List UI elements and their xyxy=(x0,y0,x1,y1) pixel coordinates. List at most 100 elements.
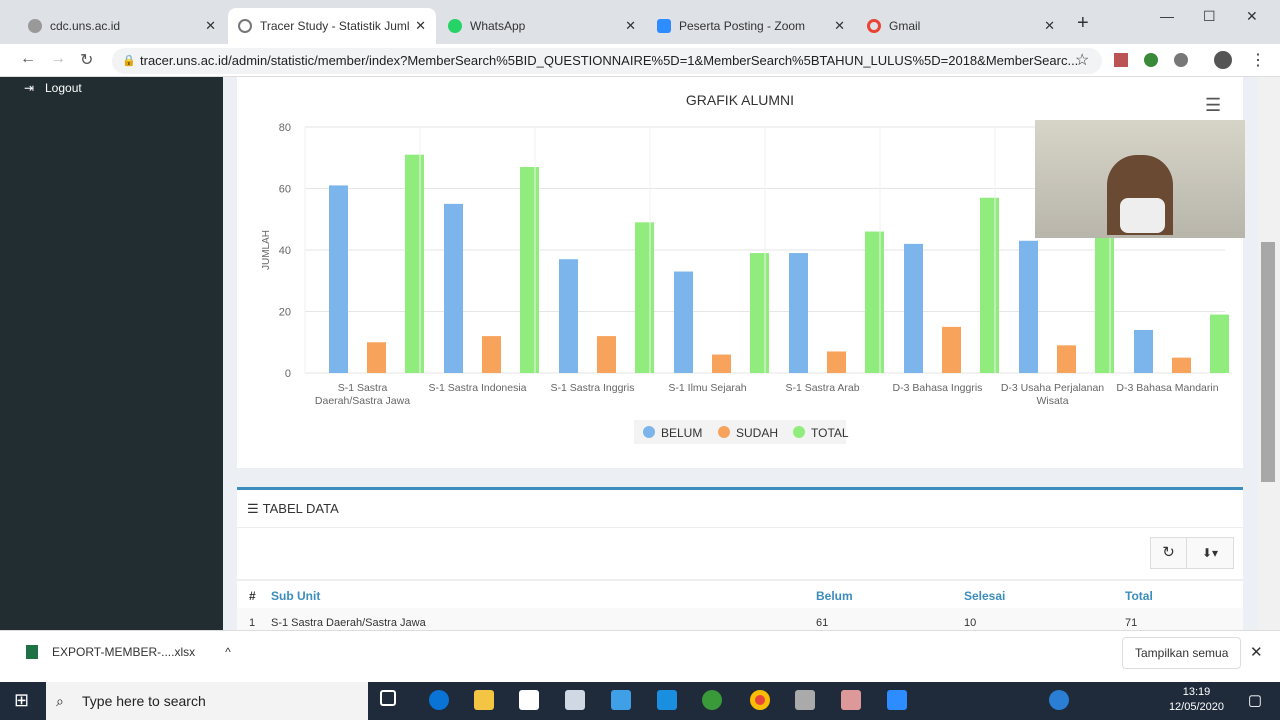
tab-whatsapp[interactable]: WhatsApp ✕ xyxy=(438,8,646,44)
task-view-icon[interactable] xyxy=(380,690,396,706)
date: 12/05/2020 xyxy=(1168,701,1224,713)
chart-panel: GRAFIK ALUMNI ☰ 0 20 40 60 80 JUMLAH S-1 Sastr… xyxy=(237,77,1245,468)
y-tick-label: 60 xyxy=(279,184,291,196)
download-item[interactable]: EXPORT-MEMBER-....xlsx ^ xyxy=(26,645,231,659)
x-tick-label: S-1 Sastra Indonesia xyxy=(428,382,526,394)
taskbar-search-input[interactable]: ⌕ Type here to search xyxy=(46,682,368,720)
cell: S-1 Sastra Daerah/Sastra Jawa xyxy=(271,617,426,629)
tab-zoom[interactable]: Peserta Posting - Zoom ✕ xyxy=(647,8,855,44)
close-icon[interactable]: ✕ xyxy=(1044,18,1055,33)
extension-icon[interactable] xyxy=(1144,53,1158,67)
extension-icon[interactable] xyxy=(1174,53,1188,67)
zoom-app-icon[interactable] xyxy=(887,690,907,710)
profile-icon[interactable] xyxy=(1214,51,1232,69)
x-tick-label: S-1 Sastra Daerah/Sastra Jawa xyxy=(315,382,410,407)
column-header[interactable]: Selesai xyxy=(964,589,1006,603)
cell: 1 xyxy=(249,617,256,629)
column-header[interactable]: Sub Unit xyxy=(271,589,321,603)
reload-button[interactable]: ↻ xyxy=(80,52,94,69)
close-icon[interactable]: ✕ xyxy=(1250,644,1263,661)
download-filename: EXPORT-MEMBER-....xlsx xyxy=(52,645,196,659)
hamburger-menu-icon[interactable]: ☰ xyxy=(1205,95,1222,115)
sidebar: ⇥ Logout xyxy=(0,77,223,630)
sidebar-item-logout[interactable]: ⇥ Logout xyxy=(0,79,223,99)
url-text: tracer.uns.ac.id/admin/statistic/member/… xyxy=(140,53,1079,68)
close-icon[interactable]: ✕ xyxy=(625,18,636,33)
tab-tracer[interactable]: Tracer Study - Statistik Jumlah ✕ xyxy=(228,8,436,44)
maximize-button[interactable]: ☐ xyxy=(1203,8,1216,24)
tab-label: Gmail xyxy=(889,19,921,33)
bar-sudah xyxy=(367,342,386,373)
tab-gmail[interactable]: Gmail ✕ xyxy=(857,8,1065,44)
chrome-icon[interactable] xyxy=(750,690,770,710)
chevron-up-icon[interactable]: ^ xyxy=(225,645,231,659)
close-icon[interactable]: ✕ xyxy=(834,18,845,33)
tab-label: Peserta Posting - Zoom xyxy=(679,19,806,33)
bar-sudah xyxy=(942,326,961,373)
bar-belum xyxy=(444,203,463,373)
x-tick-label: D-3 Usaha Perjalanan Wisata xyxy=(1001,382,1104,407)
close-window-button[interactable]: ✕ xyxy=(1246,8,1258,24)
search-placeholder: Type here to search xyxy=(82,693,206,709)
logout-label: Logout xyxy=(45,81,82,95)
lock-icon: 🔒 xyxy=(122,55,136,67)
new-tab-button[interactable]: + xyxy=(1077,12,1089,34)
legend-marker xyxy=(643,426,655,438)
column-header[interactable]: Belum xyxy=(816,589,853,603)
bar-sudah xyxy=(482,336,501,373)
y-tick-label: 20 xyxy=(279,307,291,319)
close-icon[interactable]: ✕ xyxy=(205,18,216,33)
vscode-icon[interactable] xyxy=(611,690,631,710)
tab-bar: cdc.uns.ac.id ✕ Tracer Study - Statistik … xyxy=(0,0,1280,44)
export-dropdown-button[interactable]: ⬇▾ xyxy=(1201,546,1219,560)
logout-icon: ⇥ xyxy=(24,81,35,95)
star-icon[interactable]: ☆ xyxy=(1075,52,1090,69)
app-icon[interactable] xyxy=(702,690,722,710)
excel-file-icon xyxy=(26,645,38,659)
help-icon[interactable] xyxy=(1049,690,1069,710)
edge-icon[interactable] xyxy=(429,690,449,710)
bar-belum xyxy=(904,243,923,373)
back-button[interactable]: ← xyxy=(20,50,36,67)
snipping-tool-icon[interactable] xyxy=(841,690,861,710)
show-all-button[interactable]: Tampilkan semua xyxy=(1122,637,1242,669)
bar-sudah xyxy=(1172,357,1191,373)
bar-total xyxy=(750,253,769,373)
mail-icon[interactable] xyxy=(657,690,677,710)
legend-label: BELUM xyxy=(661,426,702,440)
download-bar: EXPORT-MEMBER-....xlsx ^ Tampilkan semua… xyxy=(0,630,1280,682)
scrollbar-thumb[interactable] xyxy=(1261,242,1275,482)
bar-total xyxy=(980,197,999,373)
column-header[interactable]: Total xyxy=(1125,589,1153,603)
list-icon: ☰ xyxy=(247,501,259,516)
close-icon[interactable]: ✕ xyxy=(415,18,426,33)
windows-start-icon[interactable]: ⊞ xyxy=(14,690,30,710)
url-input[interactable]: 🔒 tracer.uns.ac.id/admin/statistic/member… xyxy=(112,48,1102,74)
bar-sudah xyxy=(712,354,731,373)
pdf-extension-icon[interactable] xyxy=(1114,53,1128,67)
forward-button[interactable]: → xyxy=(50,50,66,67)
clock[interactable]: 13:19 12/05/2020 xyxy=(1169,685,1224,715)
minimize-button[interactable]: — xyxy=(1160,8,1174,24)
time: 13:19 xyxy=(1182,686,1211,698)
store-icon[interactable] xyxy=(519,690,539,710)
zoom-icon xyxy=(657,19,671,33)
tab-label: Tracer Study - Statistik Jumlah xyxy=(260,19,410,33)
menu-icon[interactable]: ⋮ xyxy=(1250,52,1266,69)
globe-icon xyxy=(238,19,252,33)
scrollbar[interactable] xyxy=(1258,77,1280,630)
bar-total xyxy=(1095,213,1114,373)
refresh-button[interactable]: ↻ xyxy=(1151,538,1187,568)
cell: 71 xyxy=(1125,617,1138,629)
dropbox-icon[interactable] xyxy=(565,690,585,710)
google-icon xyxy=(867,19,881,33)
bar-total xyxy=(405,154,424,373)
search-icon: ⌕ xyxy=(56,693,64,709)
tab-cdc[interactable]: cdc.uns.ac.id ✕ xyxy=(18,8,226,44)
bar-belum xyxy=(559,259,578,373)
file-explorer-icon[interactable] xyxy=(474,690,494,710)
bar-sudah xyxy=(597,336,616,373)
notification-icon[interactable]: ▢ xyxy=(1247,692,1262,709)
app-icon[interactable] xyxy=(795,690,815,710)
bar-total xyxy=(865,231,884,373)
